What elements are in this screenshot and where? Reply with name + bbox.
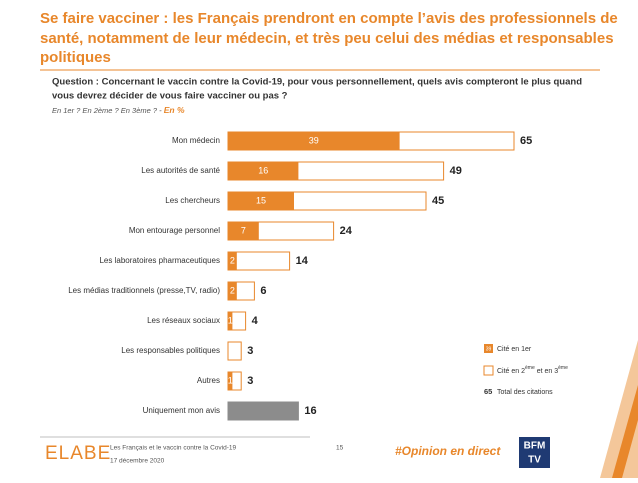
legend-label: Total des citations [497,389,553,396]
first-bar [228,222,259,240]
legend-label: Cité en 1er [497,346,532,353]
total-label: 45 [432,195,444,207]
first-bar [228,372,233,390]
logo-text: TV [528,455,541,466]
legend-text: Cité en 2 [497,368,525,375]
legend-text: et en 3 [535,368,558,375]
legend-swatch [484,344,493,353]
first-label: 39 [309,135,319,145]
total-label: 3 [247,375,253,387]
first-bar [228,132,400,150]
first-bar [228,162,299,180]
subquestion-text: En 1er ? En 2ème ? En 3ème ? - [52,106,164,115]
brand: ELABE [45,443,111,464]
title: santé, notamment de leur médecin, et trè… [40,30,614,47]
total-label: 3 [247,345,253,357]
total-label: 24 [340,225,353,237]
legend-sample: 65 [484,387,492,396]
category-label: Uniquement mon avis [143,406,220,415]
total-label: 4 [252,315,259,327]
legend-sup: ème [558,365,568,371]
subquestion: En 1er ? En 2ème ? En 3ème ? - En % [52,105,185,115]
legend: 39 Cité en 1er Cité en 2ème et en 3ème 6… [483,344,568,396]
first-bar [228,312,233,330]
total-label: 49 [450,165,462,177]
first-label: 15 [256,195,266,205]
category-label: Les responsables politiques [121,346,220,355]
first-bar [228,252,237,270]
category-label: Les laboratoires pharmaceutiques [99,256,220,265]
logo [519,437,550,468]
category-label: Mon médecin [172,136,220,145]
category-label: Autres [197,376,220,385]
first-bar [228,192,294,210]
chart: Mon médecin 65 39 Les autorités de santé 49 1… [68,131,532,421]
first-label: 2 [230,255,235,265]
page-number: 15 [336,445,344,452]
title: Se faire vacciner : les Français prendro… [40,10,618,27]
first-label: 16 [258,165,268,175]
first-label: 1 [228,315,233,325]
category-label: Les réseaux sociaux [147,316,220,325]
total-bar [227,251,291,271]
total-label: 16 [304,405,316,417]
date: 17 décembre 2020 [110,458,165,465]
question: vous devrez décider de vous faire vaccin… [52,91,288,102]
study: Les Français et le vaccin contre la Covi… [110,445,236,452]
tag: #Opinion en direct [395,444,501,458]
category-label: Mon entourage personnel [129,226,220,235]
total-label: 65 [520,135,532,147]
total-label: 14 [296,255,309,267]
unit: En % [164,105,185,115]
total-bar [227,401,299,421]
category-label: Les médias traditionnels (presse,TV, rad… [68,286,220,295]
total-label: 6 [260,285,266,297]
question: Question : Concernant le vaccin contre l… [52,77,582,88]
category-label: Les chercheurs [165,196,220,205]
legend-swatch [483,365,494,376]
title: politiques [40,49,111,66]
first-label: 1 [228,375,233,385]
first-label: 7 [241,225,246,235]
first-bar [228,282,237,300]
total-bar [227,341,242,361]
legend-sup: ème [525,365,535,371]
category-label: Les autorités de santé [141,166,220,175]
legend-sample: 39 [486,346,492,352]
legend-label: Cité en 2ème et en 3ème [497,365,568,375]
decoration [612,385,638,478]
logo-text: BFM [524,441,546,452]
first-label: 2 [230,285,235,295]
